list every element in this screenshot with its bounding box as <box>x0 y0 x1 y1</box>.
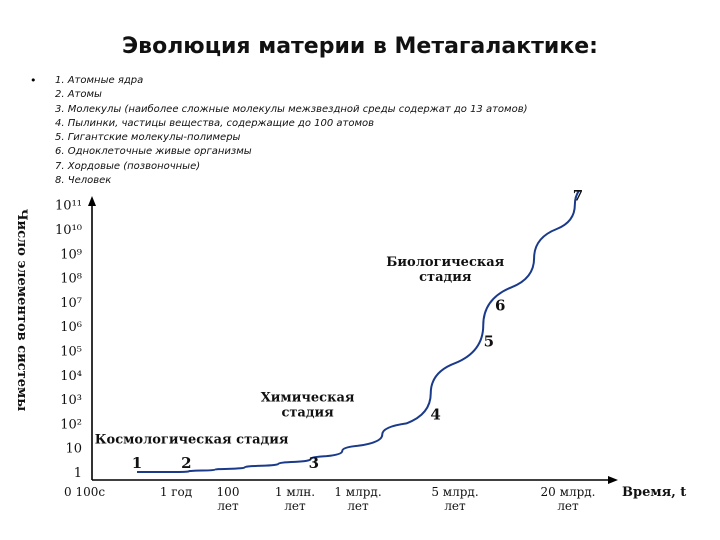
y-tick-label: 10² <box>60 417 82 432</box>
stage-annotation: Биологическая стадия <box>386 255 504 285</box>
y-tick-label: 10⁶ <box>60 320 82 335</box>
stage-annotation: Космологическая стадия <box>95 432 289 447</box>
y-tick-label: 1 <box>74 466 82 481</box>
y-tick-label: 10⁵ <box>60 345 82 360</box>
bullet-marker: • <box>30 74 37 87</box>
list-item: 8. Человек <box>55 175 112 187</box>
y-tick-label: 10⁹ <box>60 247 82 262</box>
evolution-chart: 11010²10³10⁴10⁵10⁶10⁷10⁸10⁹10¹⁰10¹¹10¹²0… <box>14 190 686 513</box>
y-tick-label: 10³ <box>60 393 82 408</box>
y-tick-label: 10⁴ <box>60 369 82 384</box>
point-label: 6 <box>495 297 505 315</box>
x-axis-arrow <box>608 476 618 484</box>
y-axis-label: Число элементов системы <box>14 209 29 412</box>
list-item: 6. Одноклеточные живые организмы <box>55 146 252 158</box>
slide-title: Эволюция материи в Метагалактике: <box>122 34 598 59</box>
point-label: 1 <box>132 454 142 472</box>
matter-stages-list: 1. Атомные ядра 2. Атомы 3. Молекулы (на… <box>55 74 528 188</box>
point-label: 5 <box>484 333 494 351</box>
evolution-curve <box>136 190 581 473</box>
point-label: 3 <box>309 454 319 472</box>
list-item: 1. Атомные ядра <box>55 75 144 86</box>
x-axis-label: Время, t <box>622 485 686 500</box>
list-item: 4. Пылинки, частицы вещества, содержащие… <box>55 117 375 129</box>
x-tick-label: 1 млрд. лет <box>334 485 381 513</box>
x-tick-label: 20 млрд. лет <box>541 485 596 513</box>
point-label: 7 <box>573 190 583 205</box>
x-tick-label: 100 лет <box>217 485 240 513</box>
point-label: 2 <box>181 454 191 472</box>
list-item: 3. Молекулы (наиболее сложные молекулы м… <box>55 103 528 115</box>
list-item: 2. Атомы <box>55 89 102 101</box>
x-tick-label: 5 млрд. лет <box>431 485 478 513</box>
y-tick-label: 10¹¹ <box>55 199 82 214</box>
y-tick-label: 10¹⁰ <box>55 223 82 238</box>
stage-annotation: Химическая стадия <box>261 390 355 420</box>
y-tick-label: 10⁸ <box>60 272 82 287</box>
list-item: 7. Хордовые (позвоночные) <box>55 160 201 172</box>
y-tick-label: 10 <box>65 442 82 457</box>
y-tick-label: 10⁷ <box>60 296 82 311</box>
point-label: 4 <box>430 405 440 423</box>
x-tick-label: 1 год <box>160 485 192 499</box>
x-tick-label: 0 100с <box>64 485 105 499</box>
x-tick-label: 1 млн. лет <box>275 485 315 513</box>
list-item: 5. Гигантские молекулы-полимеры <box>55 132 241 144</box>
y-axis-arrow <box>88 196 96 206</box>
